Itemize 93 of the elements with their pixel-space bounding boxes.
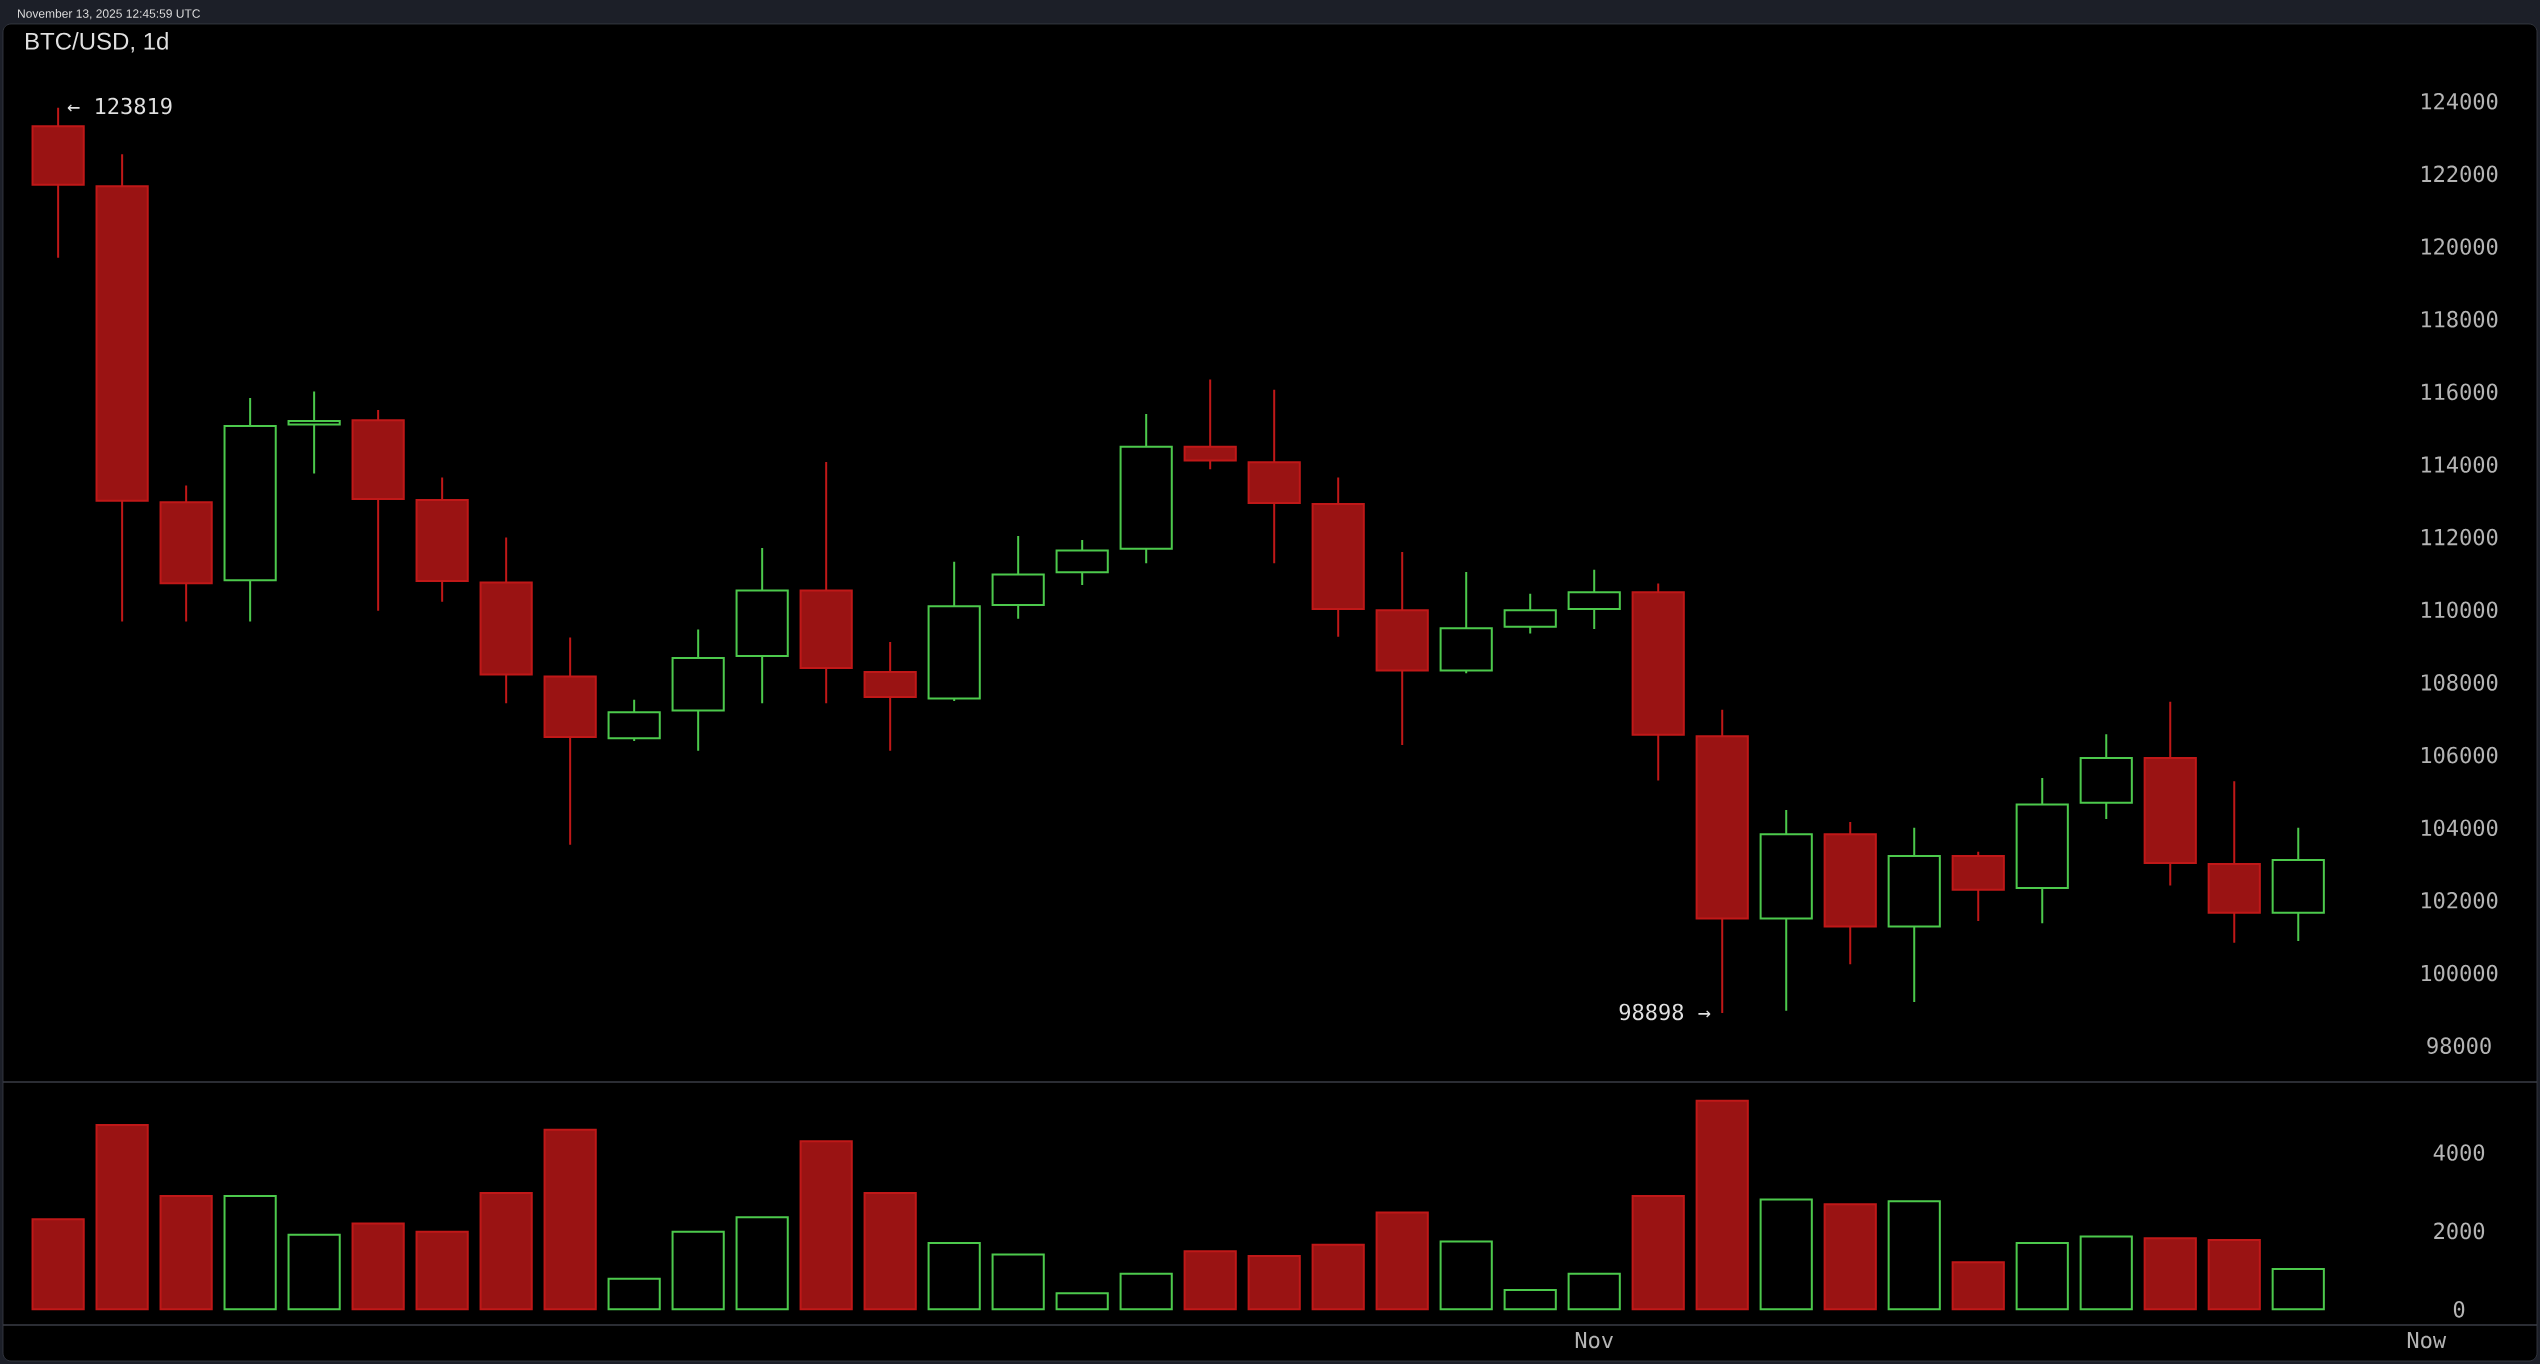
- bar: [2271, 1267, 2325, 1311]
- y-tick-label: 118000: [2421, 310, 2498, 328]
- bar: [287, 1233, 341, 1311]
- y-tick-label: 124000: [2421, 92, 2498, 110]
- bar: [1503, 1289, 1557, 1311]
- candlestick: [1503, 592, 1557, 635]
- bar: [1759, 1198, 1813, 1311]
- candlestick: [1247, 388, 1301, 565]
- candlestick: [351, 408, 405, 612]
- candlestick: [1951, 850, 2005, 923]
- bar: [2079, 1235, 2133, 1311]
- bar: [799, 1140, 853, 1311]
- y-tick-label: 110000: [2421, 601, 2498, 619]
- candlestick: [1823, 820, 1877, 966]
- y-tick-label: 106000: [2421, 746, 2498, 764]
- y-tick-label: 4000: [2433, 1144, 2485, 1161]
- candlestick: [2143, 700, 2197, 887]
- candlestick: [543, 636, 597, 846]
- bar: [1055, 1292, 1109, 1311]
- bar: [1695, 1099, 1749, 1311]
- y-tick-label: 120000: [2421, 238, 2498, 255]
- bar: [95, 1124, 149, 1311]
- candlestick: [735, 547, 789, 705]
- bar: [1375, 1211, 1429, 1311]
- candlestick: [1631, 582, 1685, 782]
- bar: [1119, 1272, 1173, 1311]
- candlestick: [927, 560, 981, 702]
- bar: [1631, 1195, 1685, 1311]
- y-tick-label: 116000: [2421, 383, 2498, 401]
- bar: [1951, 1261, 2005, 1311]
- bar: [415, 1230, 469, 1311]
- candlestick: [2271, 826, 2325, 943]
- annotation: 98898 →: [1619, 1003, 1711, 1021]
- y-tick-label: 2000: [2434, 1222, 2485, 1240]
- candlestick: [159, 484, 213, 623]
- bar: [31, 1218, 85, 1311]
- candlestick: [223, 397, 277, 623]
- y-tick-label: 0: [2453, 1300, 2465, 1318]
- candlestick: [991, 535, 1045, 620]
- bar: [2015, 1242, 2069, 1311]
- y-tick-label: 104000: [2421, 819, 2498, 837]
- candlestick: [1119, 412, 1173, 565]
- text: November 13, 2025 12:45:59 UTC: [18, 9, 201, 20]
- candlestick: [1055, 539, 1109, 587]
- bar: [1887, 1200, 1941, 1311]
- bar: [1567, 1272, 1621, 1311]
- bar: [735, 1216, 789, 1311]
- bar: [479, 1191, 533, 1311]
- bar: [351, 1222, 405, 1311]
- candlestick: [95, 153, 149, 623]
- bar: [671, 1230, 725, 1311]
- x-tick-label: Now: [2407, 1332, 2447, 1349]
- y-tick-label: 100000: [2421, 964, 2498, 982]
- candlestick: [287, 390, 341, 475]
- candlestick: [1887, 826, 1941, 1004]
- x-tick-label: Nov: [1575, 1332, 1613, 1349]
- bar: [927, 1242, 981, 1311]
- candlestick: [1567, 568, 1621, 631]
- bar: [1183, 1250, 1237, 1311]
- candlestick: [799, 460, 853, 705]
- bar: [1247, 1255, 1301, 1311]
- bar: [991, 1253, 1045, 1311]
- candlestick: [415, 476, 469, 603]
- candlestick: [1183, 378, 1237, 471]
- annotation: ← 123819: [67, 97, 172, 115]
- bar: [1823, 1203, 1877, 1311]
- y-tick-label: 108000: [2421, 674, 2498, 691]
- bar: [223, 1195, 277, 1311]
- y-tick-label: 122000: [2421, 165, 2498, 183]
- y-tick-label: 112000: [2421, 528, 2498, 546]
- bar: [863, 1191, 917, 1311]
- y-tick-label: 114000: [2421, 456, 2498, 473]
- candlestick: [2207, 780, 2261, 944]
- bar: [159, 1195, 213, 1311]
- bar: [2207, 1238, 2261, 1311]
- candlestick: [479, 536, 533, 705]
- bar: [607, 1277, 661, 1311]
- candlestick: [863, 641, 917, 752]
- bar: [1439, 1240, 1493, 1311]
- chart-title: BTC/USD, 1d: [26, 32, 168, 53]
- candlestick: [671, 628, 725, 752]
- candlestick: [31, 106, 85, 259]
- candlestick: [1759, 808, 1813, 1012]
- bar: [543, 1128, 597, 1311]
- y-tick-label: 102000: [2421, 892, 2498, 909]
- bar: [1311, 1243, 1365, 1311]
- candlestick: [2079, 733, 2133, 820]
- y-tick-label: 98000: [2427, 1037, 2491, 1054]
- candlestick: [1311, 476, 1365, 638]
- candlestick: [1439, 571, 1493, 675]
- candlestick: [2015, 776, 2069, 925]
- bar: [2143, 1237, 2197, 1311]
- candlestick: [1375, 551, 1429, 746]
